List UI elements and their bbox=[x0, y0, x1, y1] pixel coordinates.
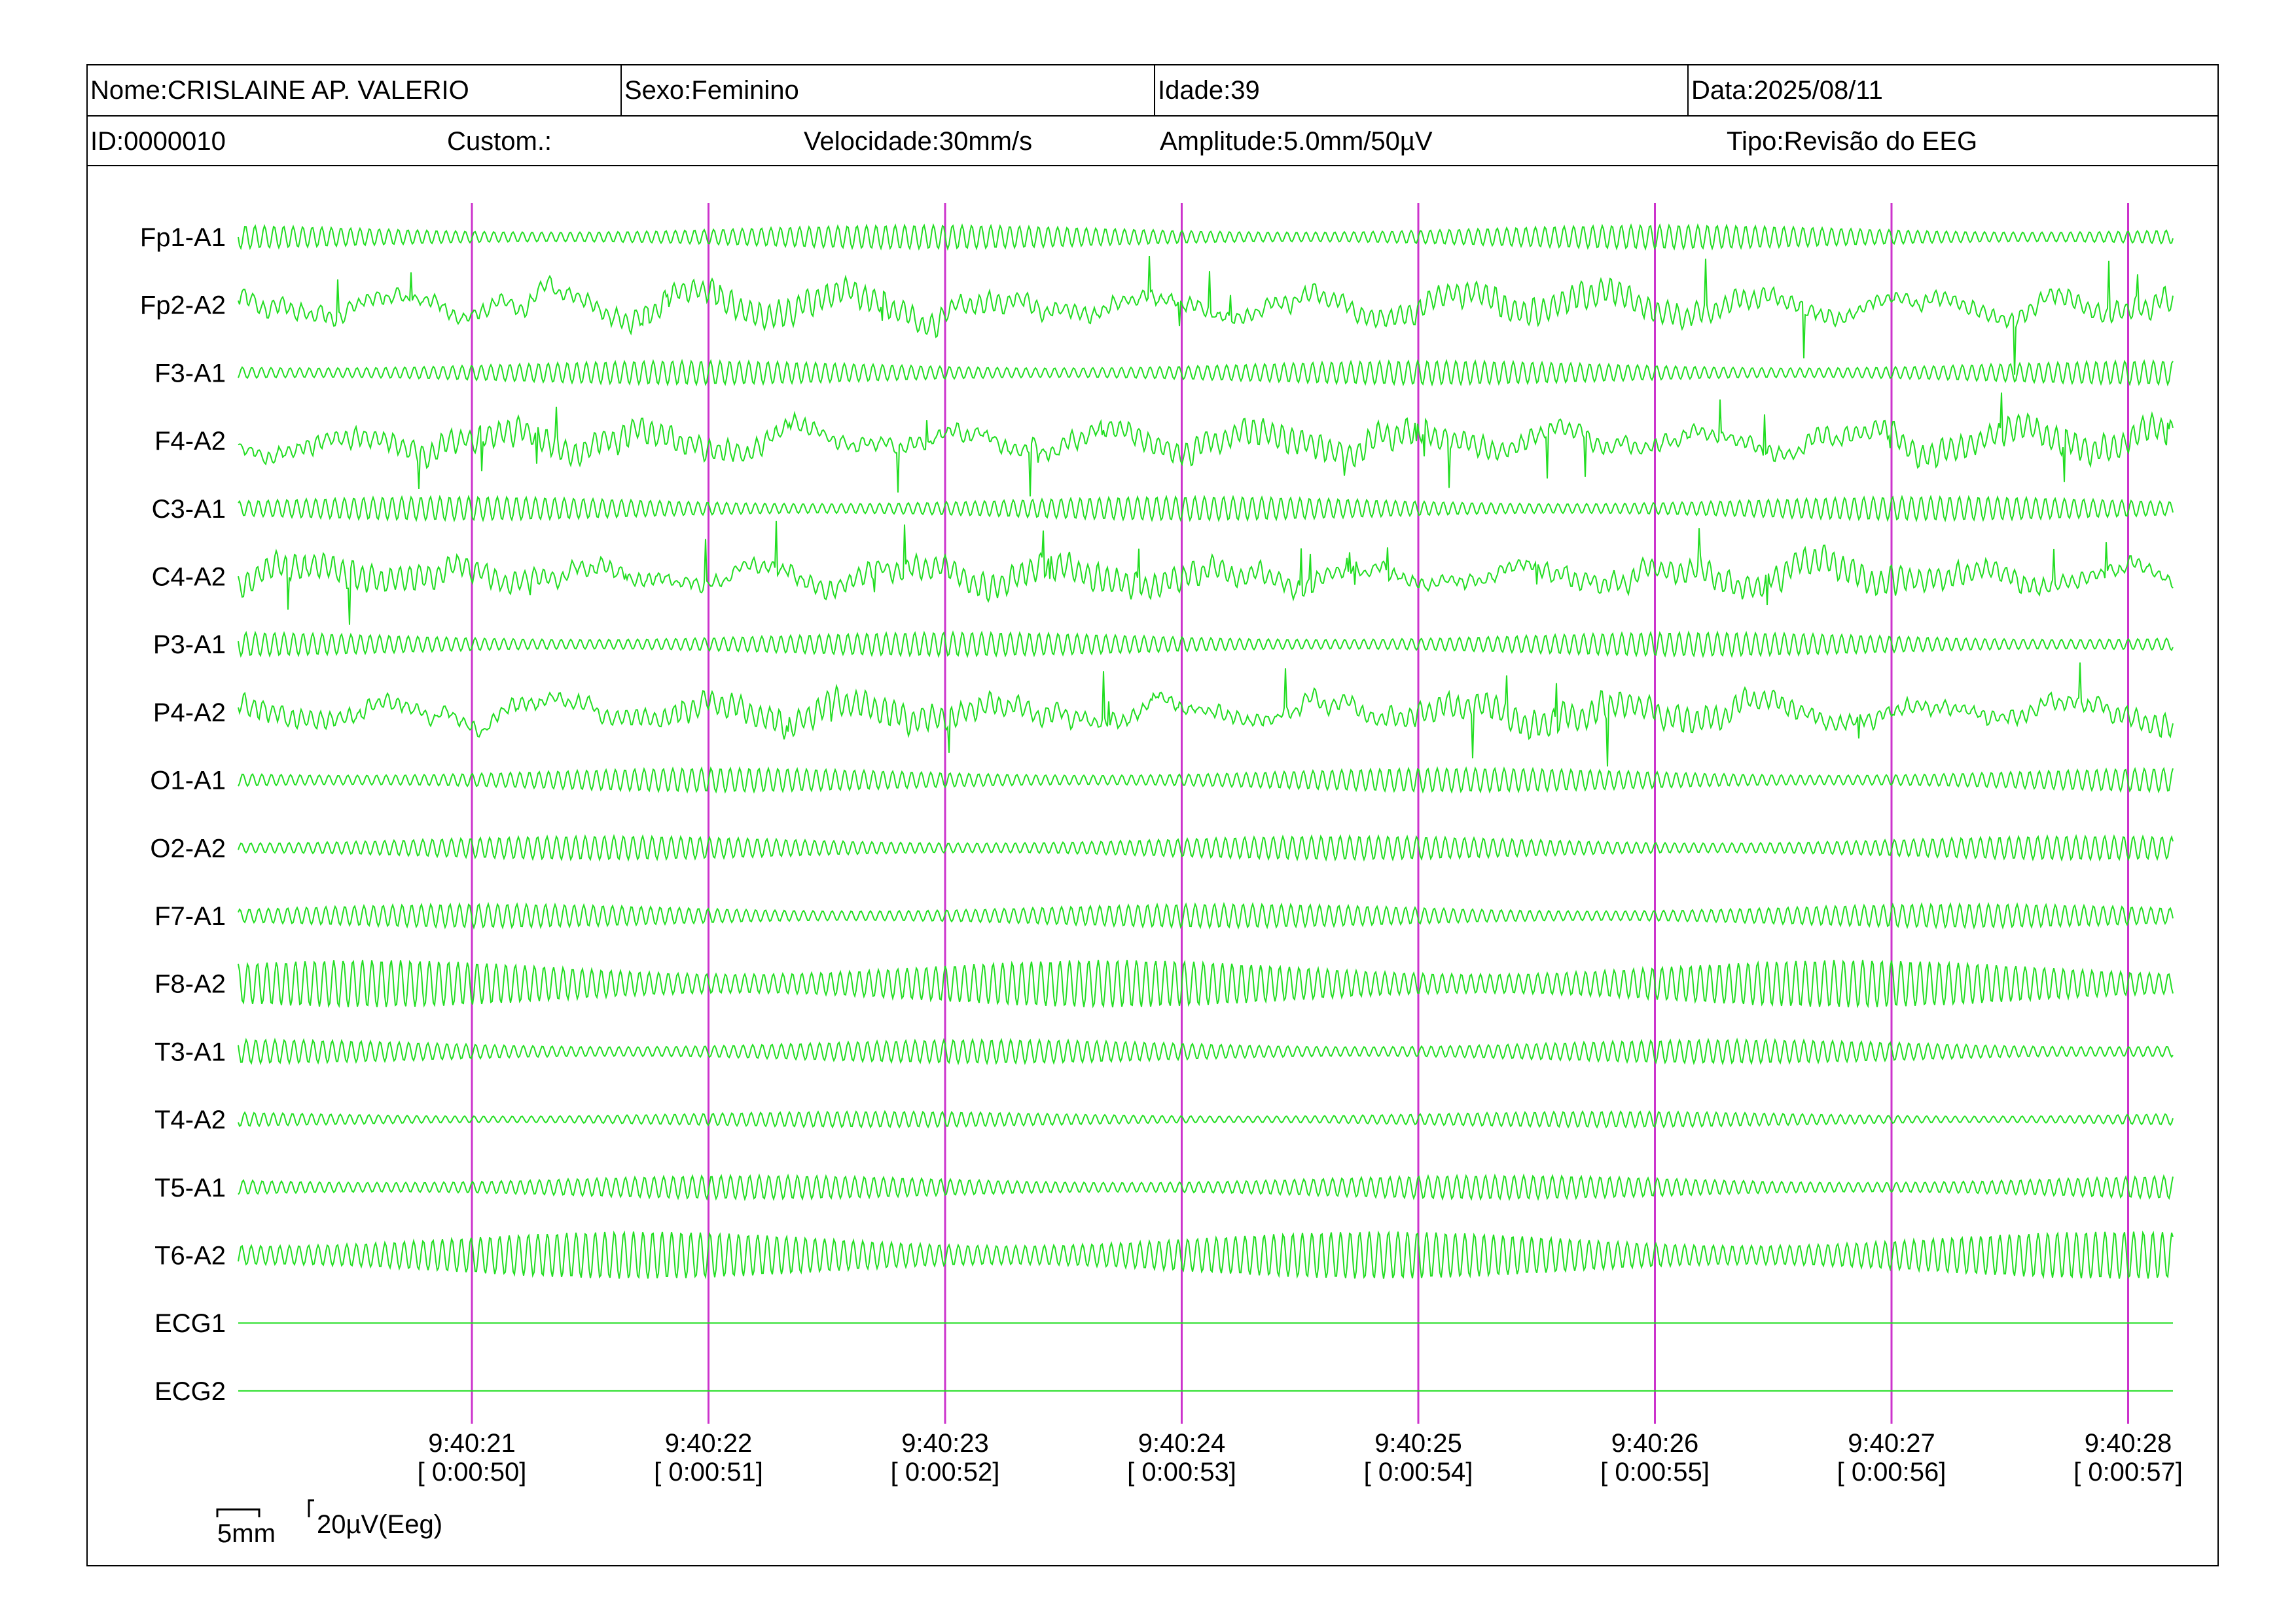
channel-label: O2-A2 bbox=[150, 834, 226, 863]
time-tick-elapsed: [ 0:00:57] bbox=[2073, 1458, 2183, 1487]
time-tick-elapsed: [ 0:00:51] bbox=[654, 1458, 763, 1487]
channel-label: F4-A2 bbox=[154, 427, 226, 456]
eeg-report-sheet: Nome:CRISLAINE AP. VALERIO Sexo:Feminino… bbox=[86, 64, 2219, 1566]
channel-label: P3-A1 bbox=[153, 630, 226, 659]
channel-labels: Fp1-A1 Fp2-A2 F3-A1 F4-A2 C3-A1 C4-A2 P3-A1 P4-… bbox=[140, 223, 226, 1406]
patient-age: Idade:39 bbox=[1154, 65, 1687, 115]
time-markers bbox=[471, 203, 2129, 1424]
channel-trace bbox=[238, 494, 2174, 523]
channel-label: Fp2-A2 bbox=[140, 291, 226, 320]
channel-label: F7-A1 bbox=[154, 902, 226, 931]
channel-label: Fp1-A1 bbox=[140, 223, 226, 252]
custom-field: Custom.: bbox=[447, 127, 552, 156]
channel-label: T3-A1 bbox=[154, 1038, 226, 1066]
channel-trace bbox=[238, 1038, 2174, 1066]
time-scale-bracket bbox=[216, 1508, 260, 1517]
time-tick-clock: 9:40:22 bbox=[665, 1429, 752, 1458]
channel-trace bbox=[238, 960, 2174, 1009]
channel-trace bbox=[238, 255, 2174, 375]
channel-trace bbox=[238, 662, 2174, 767]
time-scale-label: 5mm bbox=[217, 1519, 276, 1548]
amplitude-scale-bracket bbox=[308, 1499, 314, 1517]
header-row-patient: Nome:CRISLAINE AP. VALERIO Sexo:Feminino… bbox=[88, 65, 2217, 117]
time-tick-elapsed: [ 0:00:54] bbox=[1364, 1458, 1473, 1487]
time-tick-elapsed: [ 0:00:52] bbox=[891, 1458, 1000, 1487]
channel-traces bbox=[238, 223, 2174, 1392]
time-tick-elapsed: [ 0:00:50] bbox=[418, 1458, 527, 1487]
time-tick-clock: 9:40:24 bbox=[1138, 1429, 1225, 1458]
time-tick-elapsed: [ 0:00:53] bbox=[1127, 1458, 1236, 1487]
channel-trace bbox=[238, 1173, 2174, 1202]
time-tick-clock: 9:40:27 bbox=[1848, 1429, 1935, 1458]
paper-speed: Velocidade:30mm/s bbox=[804, 127, 1033, 156]
channel-label: T5-A1 bbox=[154, 1174, 226, 1202]
channel-label: T6-A2 bbox=[154, 1242, 226, 1271]
header-row-settings: ID:0000010 Custom.: Velocidade:30mm/s Am… bbox=[88, 117, 2217, 166]
channel-trace bbox=[238, 392, 2174, 497]
channel-trace bbox=[238, 520, 2174, 625]
time-tick-elapsed: [ 0:00:55] bbox=[1600, 1458, 1710, 1487]
channel-trace bbox=[238, 223, 2174, 251]
patient-sex: Sexo:Feminino bbox=[620, 65, 1154, 115]
time-tick-clock: 9:40:23 bbox=[901, 1429, 988, 1458]
amplitude-setting: Amplitude:5.0mm/50µV bbox=[1160, 127, 1433, 156]
channel-label: F8-A2 bbox=[154, 970, 226, 999]
channel-trace bbox=[238, 630, 2174, 659]
channel-label: ECG1 bbox=[154, 1309, 226, 1338]
patient-name: Nome:CRISLAINE AP. VALERIO bbox=[90, 76, 469, 105]
time-tick-clock: 9:40:21 bbox=[428, 1429, 515, 1458]
time-tick-clock: 9:40:26 bbox=[1611, 1429, 1698, 1458]
channel-label: C3-A1 bbox=[152, 495, 226, 524]
time-tick-clock: 9:40:25 bbox=[1374, 1429, 1462, 1458]
channel-trace bbox=[238, 901, 2174, 930]
amplitude-scale-label: 20µV(Eeg) bbox=[317, 1510, 442, 1539]
channel-label: O1-A1 bbox=[150, 767, 226, 795]
channel-trace bbox=[238, 833, 2174, 862]
channel-label: ECG2 bbox=[154, 1377, 226, 1406]
exam-date: Data:2025/08/11 bbox=[1687, 65, 2217, 115]
time-tick-elapsed: [ 0:00:56] bbox=[1837, 1458, 1946, 1487]
channel-trace bbox=[238, 359, 2174, 387]
time-tick-clock: 9:40:28 bbox=[2085, 1429, 2172, 1458]
channel-trace bbox=[238, 1110, 2174, 1129]
patient-id: ID:0000010 bbox=[90, 127, 226, 156]
channel-label: T4-A2 bbox=[154, 1106, 226, 1134]
channel-label: F3-A1 bbox=[154, 359, 226, 388]
scale-bar: 5mm 20µV(Eeg) bbox=[216, 1499, 442, 1548]
channel-label: C4-A2 bbox=[152, 563, 226, 592]
time-tick-labels: 9:40:21[ 0:00:50] 9:40:22[ 0:00:51] 9:40:2… bbox=[418, 1429, 2183, 1487]
channel-trace bbox=[238, 1230, 2174, 1280]
channel-trace bbox=[238, 766, 2174, 794]
exam-type: Tipo:Revisão do EEG bbox=[1727, 127, 1978, 156]
channel-label: P4-A2 bbox=[153, 698, 226, 727]
